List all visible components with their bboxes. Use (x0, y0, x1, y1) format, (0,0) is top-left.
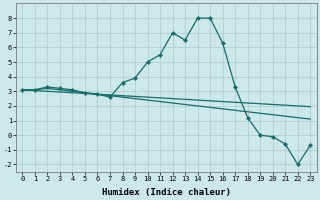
X-axis label: Humidex (Indice chaleur): Humidex (Indice chaleur) (102, 188, 231, 197)
